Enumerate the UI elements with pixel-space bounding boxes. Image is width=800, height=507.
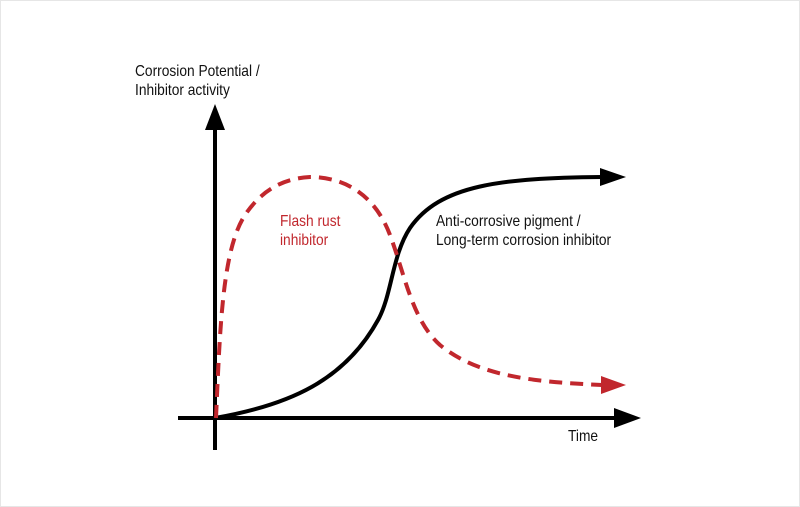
flash-rust-inhibitor-curve xyxy=(214,174,603,419)
flash-rust-label-line2: inhibitor xyxy=(280,232,329,249)
y-axis-arrow-icon xyxy=(205,104,225,130)
flash-rust-label-line1: Flash rust xyxy=(280,213,341,230)
flash-rust-curve-arrow-icon xyxy=(601,376,626,394)
long-term-label-line1: Anti-corrosive pigment / xyxy=(436,213,581,230)
x-axis-label: Time xyxy=(568,428,599,445)
long-term-inhibitor-curve xyxy=(214,175,603,420)
long-term-curve-arrow-icon xyxy=(600,168,626,186)
y-axis-label-line1: Corrosion Potential / xyxy=(135,63,260,80)
long-term-label-line2: Long-term corrosion inhibitor xyxy=(436,232,612,249)
y-axis-label-line2: Inhibitor activity xyxy=(135,82,230,99)
x-axis-arrow-icon xyxy=(614,408,641,428)
